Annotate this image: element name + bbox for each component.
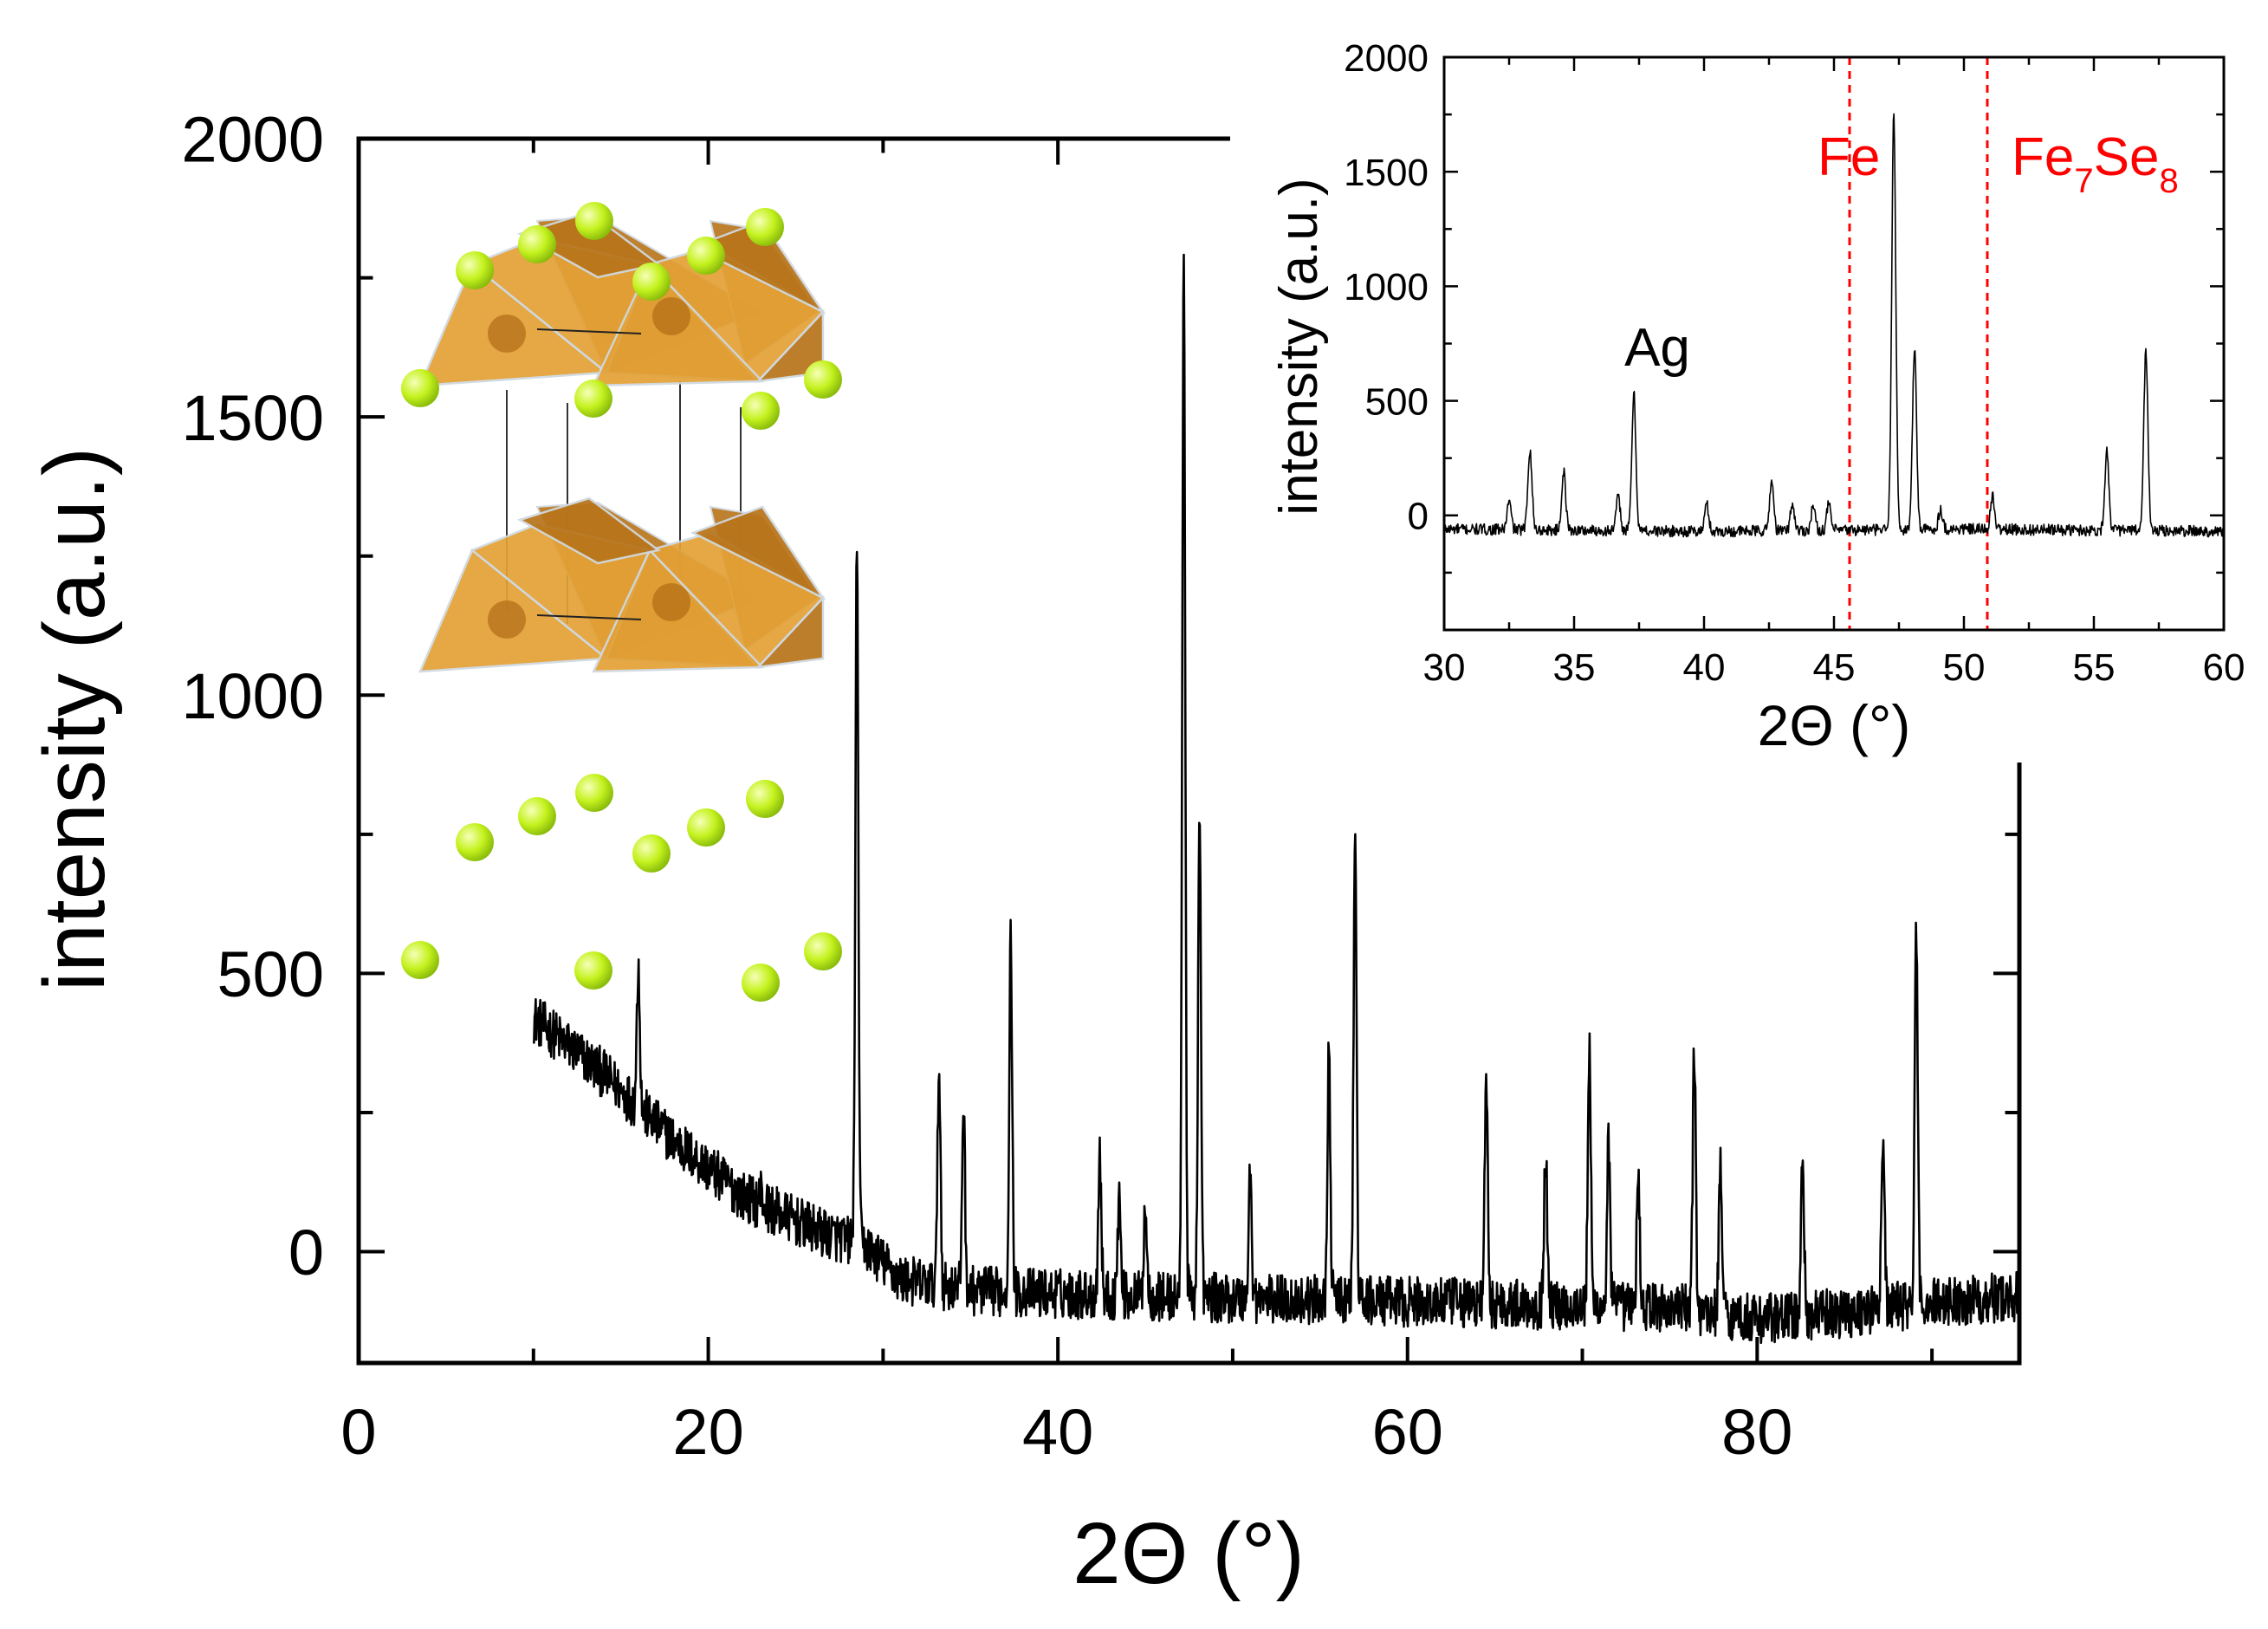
structure-selenium-atom [575,774,613,812]
inset-x-tick-label: 40 [1683,646,1726,689]
inset-background [1230,0,2268,763]
inset-y-tick-label: 2000 [1344,37,1429,80]
structure-center-atom [652,583,690,621]
inset-y-tick-label: 1000 [1344,266,1429,308]
structure-selenium-atom [804,932,842,970]
inset-reference-lines [1848,57,1989,630]
structure-face [690,219,826,315]
inset-x-tick-label: 35 [1553,646,1596,689]
series-line-inset-0 [1443,113,2225,538]
main-y-tick-label: 2000 [181,104,324,176]
structure-selenium-atom [632,834,671,873]
structure-selenium-atom [456,251,494,289]
structure-center-atom [652,297,690,335]
structure-selenium-atom [518,797,556,835]
series-line-main-0 [532,253,2021,1345]
crystal-structure-illustration [401,202,842,1002]
structure-bond [536,614,642,620]
structure-selenium-atom [746,208,784,246]
main-x-tick-label: 60 [1372,1396,1443,1468]
structure-selenium-atom [401,941,439,979]
inset-annotation-fe: Fe [1818,127,1880,187]
structure-face [516,496,661,565]
structure-selenium-atom [687,237,725,275]
main-y-tick-label: 0 [288,1217,324,1288]
inset-x-tick-label: 45 [1813,646,1856,689]
inset-y-tick-label: 0 [1408,496,1429,538]
main-y-tick-label: 1500 [181,382,324,454]
inset-y-axis-title: intensity (a.u.) [1269,178,1329,515]
inset-chart: 30 35 40 45 50 55 60 0 500 1000 1500 2000 Ag Fe Fe… [1230,0,2268,763]
structure-selenium-atom [746,780,784,818]
structure-selenium-atom [401,369,439,407]
structure-face [755,308,825,383]
main-y-tick-labels: 0 500 1000 1500 2000 [181,104,324,1289]
structure-face [755,594,825,669]
structure-bond [536,328,642,334]
main-x-tick-labels: 0 20 40 60 80 [340,1396,1792,1468]
main-series-group [532,253,2021,1345]
structure-selenium-atom [575,202,613,240]
structure-selenium-atom [518,225,556,263]
inset-y-tick-label: 500 [1365,380,1429,423]
inset-x-axis-title: 2Θ (°) [1758,693,1911,757]
main-x-tick-label: 40 [1022,1396,1093,1468]
structure-layer [401,496,842,1002]
inset-x-tick-label: 55 [2073,646,2116,689]
structure-selenium-atom [687,808,725,847]
inset-x-tick-label: 60 [2203,646,2245,689]
main-y-axis-title: intensity (a.u.) [26,447,123,991]
main-y-tick-label: 500 [217,938,324,1010]
inset-ticks [1442,55,2226,630]
main-x-tick-label: 20 [672,1396,743,1468]
structure-center-atom [488,315,526,353]
structure-selenium-atom [456,823,494,861]
structure-selenium-atom [742,964,780,1002]
structure-center-atom [488,600,526,639]
inset-annotation-ag: Ag [1624,318,1690,378]
structure-selenium-atom [632,263,671,301]
structure-layer [401,202,842,430]
structure-selenium-atom [742,392,780,430]
inset-series-group [1443,113,2225,538]
structure-selenium-atom [804,360,842,399]
inset-x-tick-label: 50 [1943,646,1986,689]
inset-annotation-fe7se8: Fe7Se8 [2012,127,2179,200]
inset-x-tick-label: 30 [1423,646,1466,689]
structure-face [690,505,826,601]
main-x-axis-title: 2Θ (°) [1072,1505,1305,1602]
main-x-tick-label: 80 [1721,1396,1792,1468]
inset-y-tick-label: 1500 [1344,152,1429,194]
structure-selenium-atom [574,951,612,990]
inset-x-tick-labels: 30 35 40 45 50 55 60 [1423,646,2245,689]
main-x-tick-label: 0 [340,1396,376,1468]
main-y-tick-label: 1000 [181,660,324,732]
inset-y-tick-labels: 0 500 1000 1500 2000 [1344,37,1429,538]
structure-selenium-atom [574,380,612,418]
